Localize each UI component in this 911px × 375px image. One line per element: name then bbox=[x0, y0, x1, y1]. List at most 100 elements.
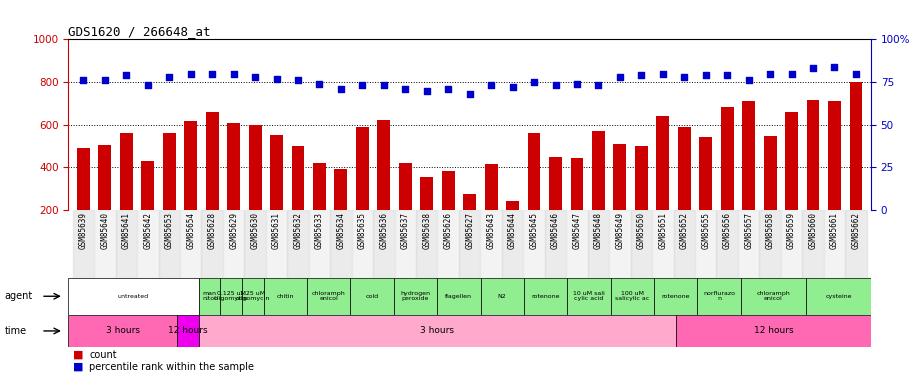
Point bbox=[548, 82, 562, 88]
Bar bbox=[805, 278, 870, 315]
Point bbox=[804, 65, 819, 71]
Text: 0.125 uM
oligomycin: 0.125 uM oligomycin bbox=[214, 291, 248, 302]
Bar bbox=[827, 101, 840, 253]
Text: GSM85654: GSM85654 bbox=[186, 212, 195, 249]
Bar bbox=[844, 210, 865, 278]
Text: GSM85628: GSM85628 bbox=[208, 212, 217, 249]
Bar bbox=[309, 210, 330, 278]
Text: ■: ■ bbox=[73, 350, 84, 360]
Bar bbox=[241, 278, 263, 315]
Text: chitin: chitin bbox=[276, 294, 293, 299]
Text: GSM85638: GSM85638 bbox=[422, 212, 431, 249]
Bar bbox=[68, 315, 177, 347]
Bar bbox=[201, 210, 222, 278]
Point bbox=[655, 70, 670, 76]
Point bbox=[162, 74, 177, 80]
Point bbox=[719, 72, 733, 78]
Bar bbox=[609, 210, 630, 278]
Bar bbox=[227, 123, 240, 253]
Point bbox=[527, 79, 541, 85]
Text: 12 hours: 12 hours bbox=[168, 326, 208, 335]
Bar bbox=[394, 278, 436, 315]
Bar bbox=[199, 278, 220, 315]
Bar bbox=[73, 210, 94, 278]
Bar bbox=[350, 278, 394, 315]
Bar bbox=[116, 210, 137, 278]
Text: 12 hours: 12 hours bbox=[752, 326, 793, 335]
Bar bbox=[677, 127, 690, 253]
Bar bbox=[759, 210, 780, 278]
Bar bbox=[119, 133, 133, 253]
Bar bbox=[287, 210, 309, 278]
Text: GSM85645: GSM85645 bbox=[529, 212, 538, 249]
Bar bbox=[458, 210, 480, 278]
Bar bbox=[441, 171, 455, 253]
Text: cysteine: cysteine bbox=[824, 294, 851, 299]
Text: 3 hours: 3 hours bbox=[106, 326, 139, 335]
Bar bbox=[802, 210, 823, 278]
Text: GSM85626: GSM85626 bbox=[444, 212, 452, 249]
Bar bbox=[177, 315, 199, 347]
Bar bbox=[179, 210, 201, 278]
Point bbox=[76, 77, 90, 83]
Bar bbox=[656, 116, 669, 253]
Text: GSM85656: GSM85656 bbox=[722, 212, 731, 249]
Point bbox=[269, 76, 283, 82]
Bar bbox=[163, 133, 176, 253]
Text: GSM85662: GSM85662 bbox=[851, 212, 859, 249]
Bar bbox=[484, 164, 497, 253]
Text: N2: N2 bbox=[497, 294, 506, 299]
Point bbox=[183, 70, 198, 76]
Bar bbox=[436, 278, 480, 315]
Bar bbox=[675, 315, 870, 347]
Text: 3 hours: 3 hours bbox=[420, 326, 454, 335]
Text: GSM85627: GSM85627 bbox=[465, 212, 474, 249]
Text: flagellen: flagellen bbox=[445, 294, 472, 299]
Point bbox=[590, 82, 605, 88]
Bar bbox=[613, 144, 626, 253]
Text: rotenone: rotenone bbox=[660, 294, 690, 299]
Bar bbox=[567, 278, 610, 315]
Bar bbox=[587, 210, 609, 278]
Bar bbox=[420, 177, 433, 253]
Bar bbox=[373, 210, 394, 278]
Point bbox=[312, 81, 326, 87]
Text: ■: ■ bbox=[73, 362, 84, 372]
Point bbox=[826, 64, 841, 70]
Bar bbox=[501, 210, 523, 278]
Bar bbox=[463, 194, 476, 253]
Text: 1.25 uM
oligomycin: 1.25 uM oligomycin bbox=[235, 291, 270, 302]
Bar bbox=[98, 145, 111, 253]
Bar bbox=[784, 112, 797, 253]
Point bbox=[612, 74, 627, 80]
Bar bbox=[220, 278, 241, 315]
Bar bbox=[184, 122, 197, 253]
Bar bbox=[265, 210, 287, 278]
Point bbox=[291, 77, 305, 83]
Text: GSM85651: GSM85651 bbox=[658, 212, 667, 249]
Text: GSM85652: GSM85652 bbox=[679, 212, 688, 249]
Point bbox=[569, 81, 584, 87]
Bar bbox=[307, 278, 350, 315]
Point bbox=[140, 82, 155, 88]
Bar bbox=[805, 100, 819, 253]
Text: GSM85629: GSM85629 bbox=[229, 212, 238, 249]
Text: untreated: untreated bbox=[118, 294, 148, 299]
Bar bbox=[848, 82, 862, 253]
Bar bbox=[355, 127, 368, 253]
Bar bbox=[270, 135, 282, 253]
Bar bbox=[740, 278, 805, 315]
Bar bbox=[697, 278, 740, 315]
Point bbox=[462, 91, 476, 97]
Bar bbox=[737, 210, 759, 278]
Point bbox=[397, 86, 412, 92]
Bar bbox=[394, 210, 415, 278]
Bar bbox=[548, 157, 561, 253]
Text: GSM85649: GSM85649 bbox=[615, 212, 624, 249]
Text: 10 uM sali
cylic acid: 10 uM sali cylic acid bbox=[572, 291, 604, 302]
Text: GSM85657: GSM85657 bbox=[743, 212, 752, 249]
Bar bbox=[544, 210, 566, 278]
Bar bbox=[780, 210, 802, 278]
Point bbox=[119, 72, 134, 78]
Point bbox=[248, 74, 262, 80]
